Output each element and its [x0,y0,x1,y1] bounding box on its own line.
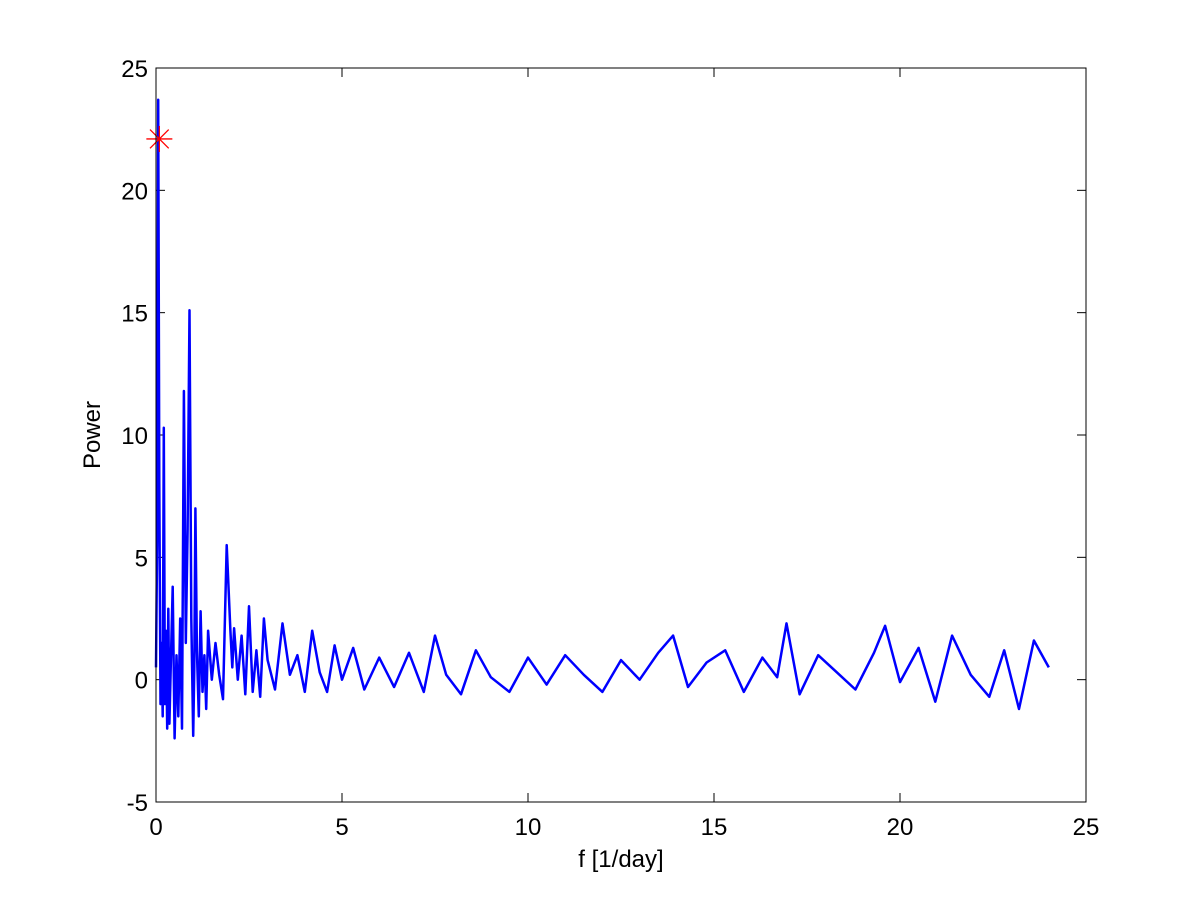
y-tick-label: 25 [121,56,148,83]
power-series-line [154,98,1050,740]
x-tick-label: 0 [149,814,162,841]
y-tick-label: 15 [121,301,148,328]
y-tick-label: 5 [135,545,148,572]
y-tick-label: 0 [135,668,148,695]
x-tick-label: 10 [515,814,542,841]
x-tick-label: 5 [335,814,348,841]
x-tick-label: 20 [887,814,914,841]
x-tick-label: 25 [1073,814,1100,841]
y-tick-label: 10 [121,423,148,450]
x-tick-label: 15 [701,814,728,841]
plot-background [156,68,1086,802]
peak-marker [146,125,173,152]
plot-frame [155,67,1087,803]
x-axis-label: f [1/day] [578,846,663,873]
y-tick-label: 20 [121,178,148,205]
y-tick-label: -5 [127,790,148,817]
marker-layer [146,125,173,152]
y-axis-label: Power [79,401,106,469]
series-layer [154,98,1050,740]
